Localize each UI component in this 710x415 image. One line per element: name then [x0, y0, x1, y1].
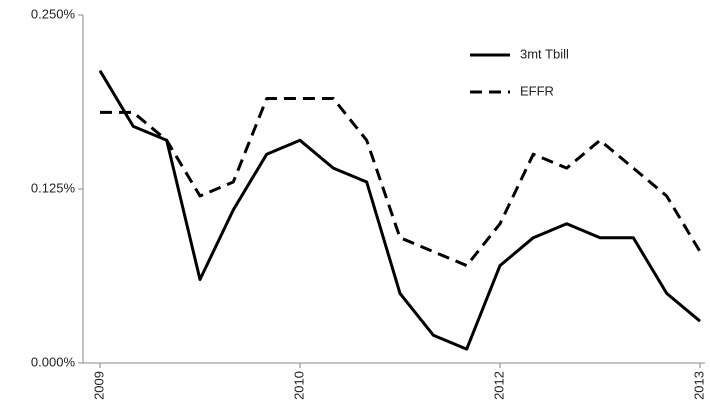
x-tick-label: 2013	[691, 371, 706, 400]
x-tick-label: 2010	[291, 371, 306, 400]
x-tick-label: 2012	[491, 371, 506, 400]
y-tick-label: 0.000%	[31, 354, 76, 369]
legend-label: EFFR	[520, 83, 554, 98]
legend-label: 3mt Tbill	[520, 46, 569, 61]
y-tick-label: 0.125%	[31, 180, 76, 195]
x-tick-label: 2009	[91, 371, 106, 400]
series-line	[100, 97, 702, 268]
y-tick-label: 0.250%	[31, 6, 76, 21]
series-line	[98, 69, 701, 351]
